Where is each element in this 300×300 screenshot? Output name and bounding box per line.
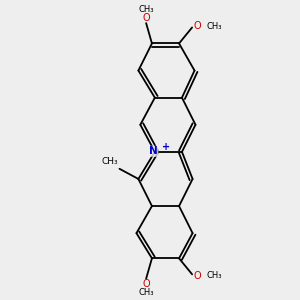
Text: CH₃: CH₃ (207, 22, 222, 31)
Text: CH₃: CH₃ (101, 158, 118, 166)
Text: O: O (194, 271, 201, 281)
Text: CH₃: CH₃ (138, 288, 154, 297)
Text: O: O (142, 279, 150, 289)
Text: O: O (142, 13, 150, 23)
Text: CH₃: CH₃ (207, 271, 222, 280)
Text: O: O (194, 21, 201, 31)
Text: CH₃: CH₃ (138, 5, 154, 14)
Text: +: + (162, 142, 170, 152)
Text: N: N (149, 146, 158, 156)
